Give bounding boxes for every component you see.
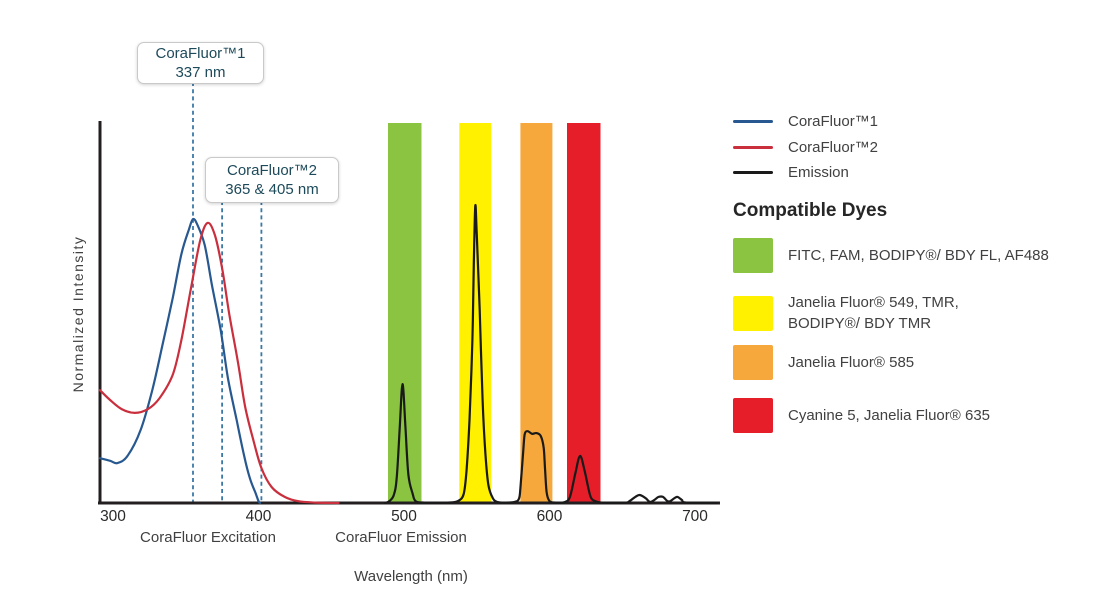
dye-color-swatch	[733, 238, 773, 273]
legend-label: CoraFluor™1	[788, 112, 879, 130]
dye-label: Janelia Fluor® 585	[788, 354, 915, 371]
dye-row: Janelia Fluor® 549, TMR, BODIPY®/ BDY TMR	[733, 292, 959, 334]
legend-item: CoraFluor™2	[733, 138, 878, 156]
filter-band	[459, 123, 492, 503]
dye-color-swatch	[733, 345, 773, 380]
dye-label: Cyanine 5, Janelia Fluor® 635	[788, 407, 991, 424]
dye-label: FITC, FAM, BODIPY®/ BDY FL, AF488	[788, 247, 1049, 264]
callout-corafluor1-337nm: CoraFluor™1 337 nm	[137, 42, 264, 84]
dye-color-swatch	[733, 295, 773, 331]
x-axis-title: Wavelength (nm)	[354, 568, 468, 585]
curve-excitation-corafluor-2	[98, 221, 340, 505]
y-axis-title: Normalized Intensity	[70, 235, 86, 393]
filter-band	[567, 123, 601, 503]
spectra-curves	[98, 203, 718, 505]
legend-line-swatch	[733, 145, 773, 149]
legend-line-swatch	[733, 170, 773, 174]
dye-row: Cyanine 5, Janelia Fluor® 635	[733, 398, 990, 433]
dye-label: Janelia Fluor® 549, TMR, BODIPY®/ BDY TMR	[788, 294, 959, 332]
dye-row: FITC, FAM, BODIPY®/ BDY FL, AF488	[733, 238, 1049, 273]
callout1-value: 337 nm	[175, 64, 226, 81]
legend-item: CoraFluor™1	[733, 112, 878, 130]
legend-item: Emission	[733, 163, 849, 181]
x-tick-label: 700	[682, 508, 708, 525]
x-tick-label: 500	[391, 508, 417, 525]
emission-filter-bands	[388, 123, 601, 503]
x-axis-caption-emission: CoraFluor Emission	[335, 529, 467, 546]
spectra-plot-svg	[98, 82, 720, 505]
legend-line-swatch	[733, 119, 773, 123]
x-tick-label: 600	[536, 508, 563, 525]
legend-label: Emission	[788, 163, 849, 181]
curve-excitation-corafluor-1	[98, 217, 262, 505]
callout2-value: 365 & 405 nm	[225, 181, 319, 198]
callout-corafluor2-365-405nm: CoraFluor™2 365 & 405 nm	[205, 157, 339, 203]
callout1-title: CoraFluor™1	[155, 45, 246, 62]
legend-label: CoraFluor™2	[788, 138, 879, 156]
filter-band	[388, 123, 422, 503]
dye-row: Janelia Fluor® 585	[733, 345, 914, 380]
x-tick-label: 400	[245, 508, 272, 525]
x-tick-label: 300	[100, 508, 126, 525]
x-axis-caption-excitation: CoraFluor Excitation	[140, 529, 276, 546]
curve-emission-emission	[384, 203, 718, 505]
compatible-dyes-heading: Compatible Dyes	[733, 200, 888, 221]
dye-color-swatch	[733, 398, 773, 433]
filter-band	[520, 123, 553, 503]
callout2-title: CoraFluor™2	[226, 162, 318, 179]
excitation-marker-dashed-lines	[192, 82, 263, 503]
